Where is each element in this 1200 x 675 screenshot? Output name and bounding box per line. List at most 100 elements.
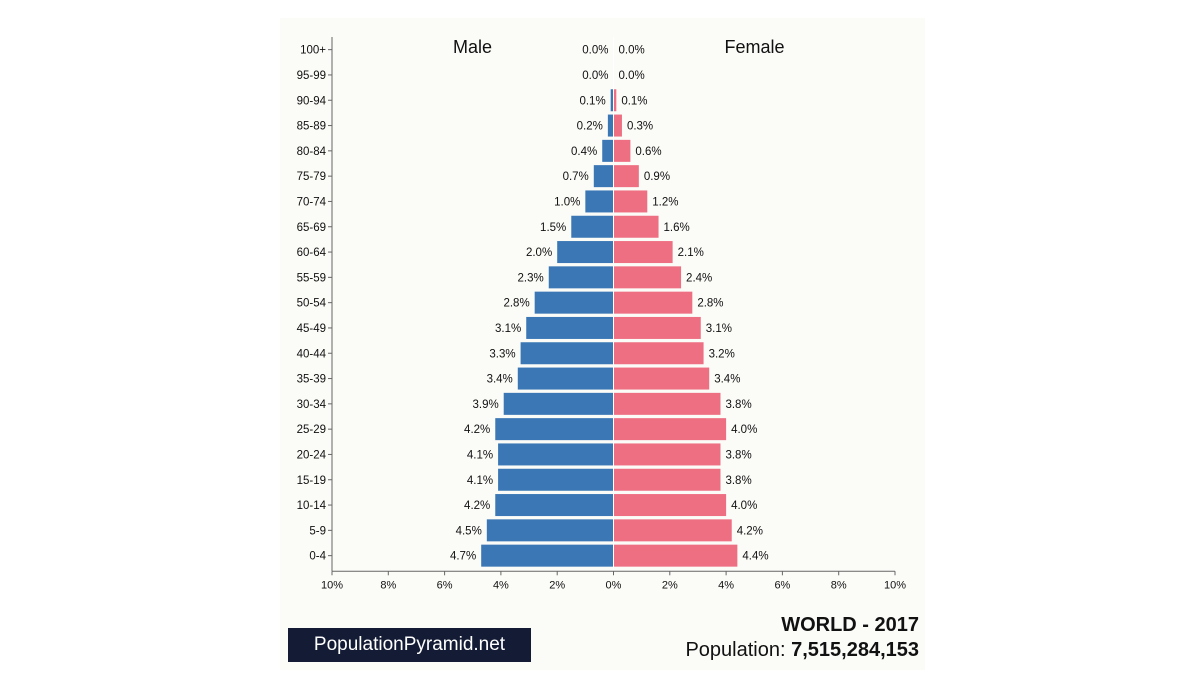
female-value-label: 3.2%: [709, 348, 735, 360]
age-group-label: 100+: [300, 45, 326, 57]
female-value-label: 4.4%: [742, 551, 768, 563]
male-bar: [526, 316, 614, 339]
age-group-label: 90-94: [297, 95, 327, 107]
female-bar: [613, 114, 622, 137]
male-bar: [495, 494, 614, 517]
male-bar: [593, 165, 614, 188]
female-bar: [613, 165, 639, 188]
male-value-label: 0.4%: [571, 146, 597, 158]
x-tick-label: 10%: [321, 579, 343, 591]
female-value-label: 0.3%: [627, 121, 653, 133]
age-group-label: 60-64: [297, 247, 327, 259]
male-bar: [498, 468, 614, 491]
female-value-label: 3.1%: [706, 323, 732, 335]
female-value-label: 2.1%: [678, 247, 704, 259]
male-value-label: 2.3%: [518, 272, 544, 284]
male-value-label: 1.5%: [540, 222, 566, 234]
male-value-label: 3.1%: [495, 323, 521, 335]
female-value-label: 0.9%: [644, 171, 670, 183]
age-group-label: 25-29: [297, 424, 326, 436]
female-value-label: 3.8%: [725, 475, 751, 487]
male-bar: [534, 291, 614, 314]
age-group-label: 35-39: [297, 374, 326, 386]
population-pyramid-card: Male Female 100+ 0.0% 0.0% 95-99 0.0% 0.0% 90-94…: [280, 18, 925, 670]
male-bar: [571, 215, 614, 238]
age-group-label: 50-54: [297, 298, 327, 310]
female-bar: [613, 519, 732, 542]
male-bar: [520, 342, 614, 365]
female-bar: [613, 316, 701, 339]
male-value-label: 4.1%: [467, 475, 493, 487]
male-value-label: 4.7%: [450, 551, 476, 563]
male-value-label: 2.8%: [503, 298, 529, 310]
male-value-label: 0.1%: [579, 95, 605, 107]
x-tick-label: 8%: [831, 579, 847, 591]
age-group-label: 30-34: [297, 399, 327, 411]
male-bar: [481, 544, 614, 567]
male-value-label: 0.0%: [582, 45, 608, 57]
female-value-label: 2.8%: [697, 298, 723, 310]
male-bar: [602, 139, 614, 162]
age-group-label: 55-59: [297, 272, 326, 284]
female-bar: [613, 418, 727, 441]
female-bar: [613, 342, 704, 365]
male-bar: [495, 418, 614, 441]
male-value-label: 4.2%: [464, 424, 490, 436]
age-group-label: 20-24: [297, 449, 327, 461]
female-bar: [613, 266, 682, 289]
male-value-label: 1.0%: [554, 196, 580, 208]
female-bar: [613, 443, 721, 466]
male-value-label: 3.4%: [487, 374, 513, 386]
female-bar: [613, 215, 659, 238]
male-bar: [607, 114, 614, 137]
female-bar: [613, 291, 693, 314]
male-bar: [503, 392, 614, 415]
age-group-label: 85-89: [297, 121, 326, 133]
age-group-label: 5-9: [309, 525, 326, 537]
male-bar: [585, 190, 614, 213]
age-group-label: 10-14: [297, 500, 327, 512]
age-group-label: 70-74: [297, 196, 327, 208]
male-value-label: 2.0%: [526, 247, 552, 259]
female-value-label: 0.0%: [619, 45, 645, 57]
x-tick-label: 10%: [884, 579, 906, 591]
series-header-female: Female: [724, 37, 784, 57]
male-value-label: 4.1%: [467, 449, 493, 461]
male-value-label: 0.0%: [582, 70, 608, 82]
male-value-label: 3.3%: [489, 348, 515, 360]
female-value-label: 3.8%: [725, 399, 751, 411]
population-line: Population: 7,515,284,153: [685, 639, 919, 662]
population-pyramid-chart: Male Female 100+ 0.0% 0.0% 95-99 0.0% 0.0% 90-94…: [297, 37, 906, 591]
female-bar: [613, 190, 648, 213]
female-value-label: 1.2%: [652, 196, 678, 208]
male-bar: [557, 241, 614, 264]
female-bar: [613, 494, 727, 517]
female-bar: [613, 544, 738, 567]
age-group-label: 15-19: [297, 475, 326, 487]
age-group-label: 65-69: [297, 222, 326, 234]
age-group-label: 80-84: [297, 146, 327, 158]
chart-title: WORLD - 2017: [781, 614, 919, 636]
age-group-label: 95-99: [297, 70, 326, 82]
male-value-label: 0.7%: [563, 171, 589, 183]
female-value-label: 3.4%: [714, 374, 740, 386]
male-bar: [610, 89, 614, 112]
female-value-label: 4.0%: [731, 500, 757, 512]
population-value: 7,515,284,153: [791, 639, 919, 661]
female-bar: [613, 468, 721, 491]
male-value-label: 4.2%: [464, 500, 490, 512]
female-bar: [613, 89, 617, 112]
male-bar: [517, 367, 614, 390]
x-tick-label: 8%: [380, 579, 396, 591]
female-value-label: 3.8%: [725, 449, 751, 461]
male-value-label: 3.9%: [472, 399, 498, 411]
brand-logo[interactable]: PopulationPyramid.net: [288, 628, 531, 662]
male-bar: [486, 519, 614, 542]
age-group-label: 75-79: [297, 171, 326, 183]
x-tick-label: 6%: [437, 579, 453, 591]
female-value-label: 0.6%: [635, 146, 661, 158]
age-group-label: 0-4: [309, 551, 326, 563]
x-tick-label: 2%: [549, 579, 565, 591]
female-bar: [613, 367, 710, 390]
female-bar: [613, 139, 631, 162]
